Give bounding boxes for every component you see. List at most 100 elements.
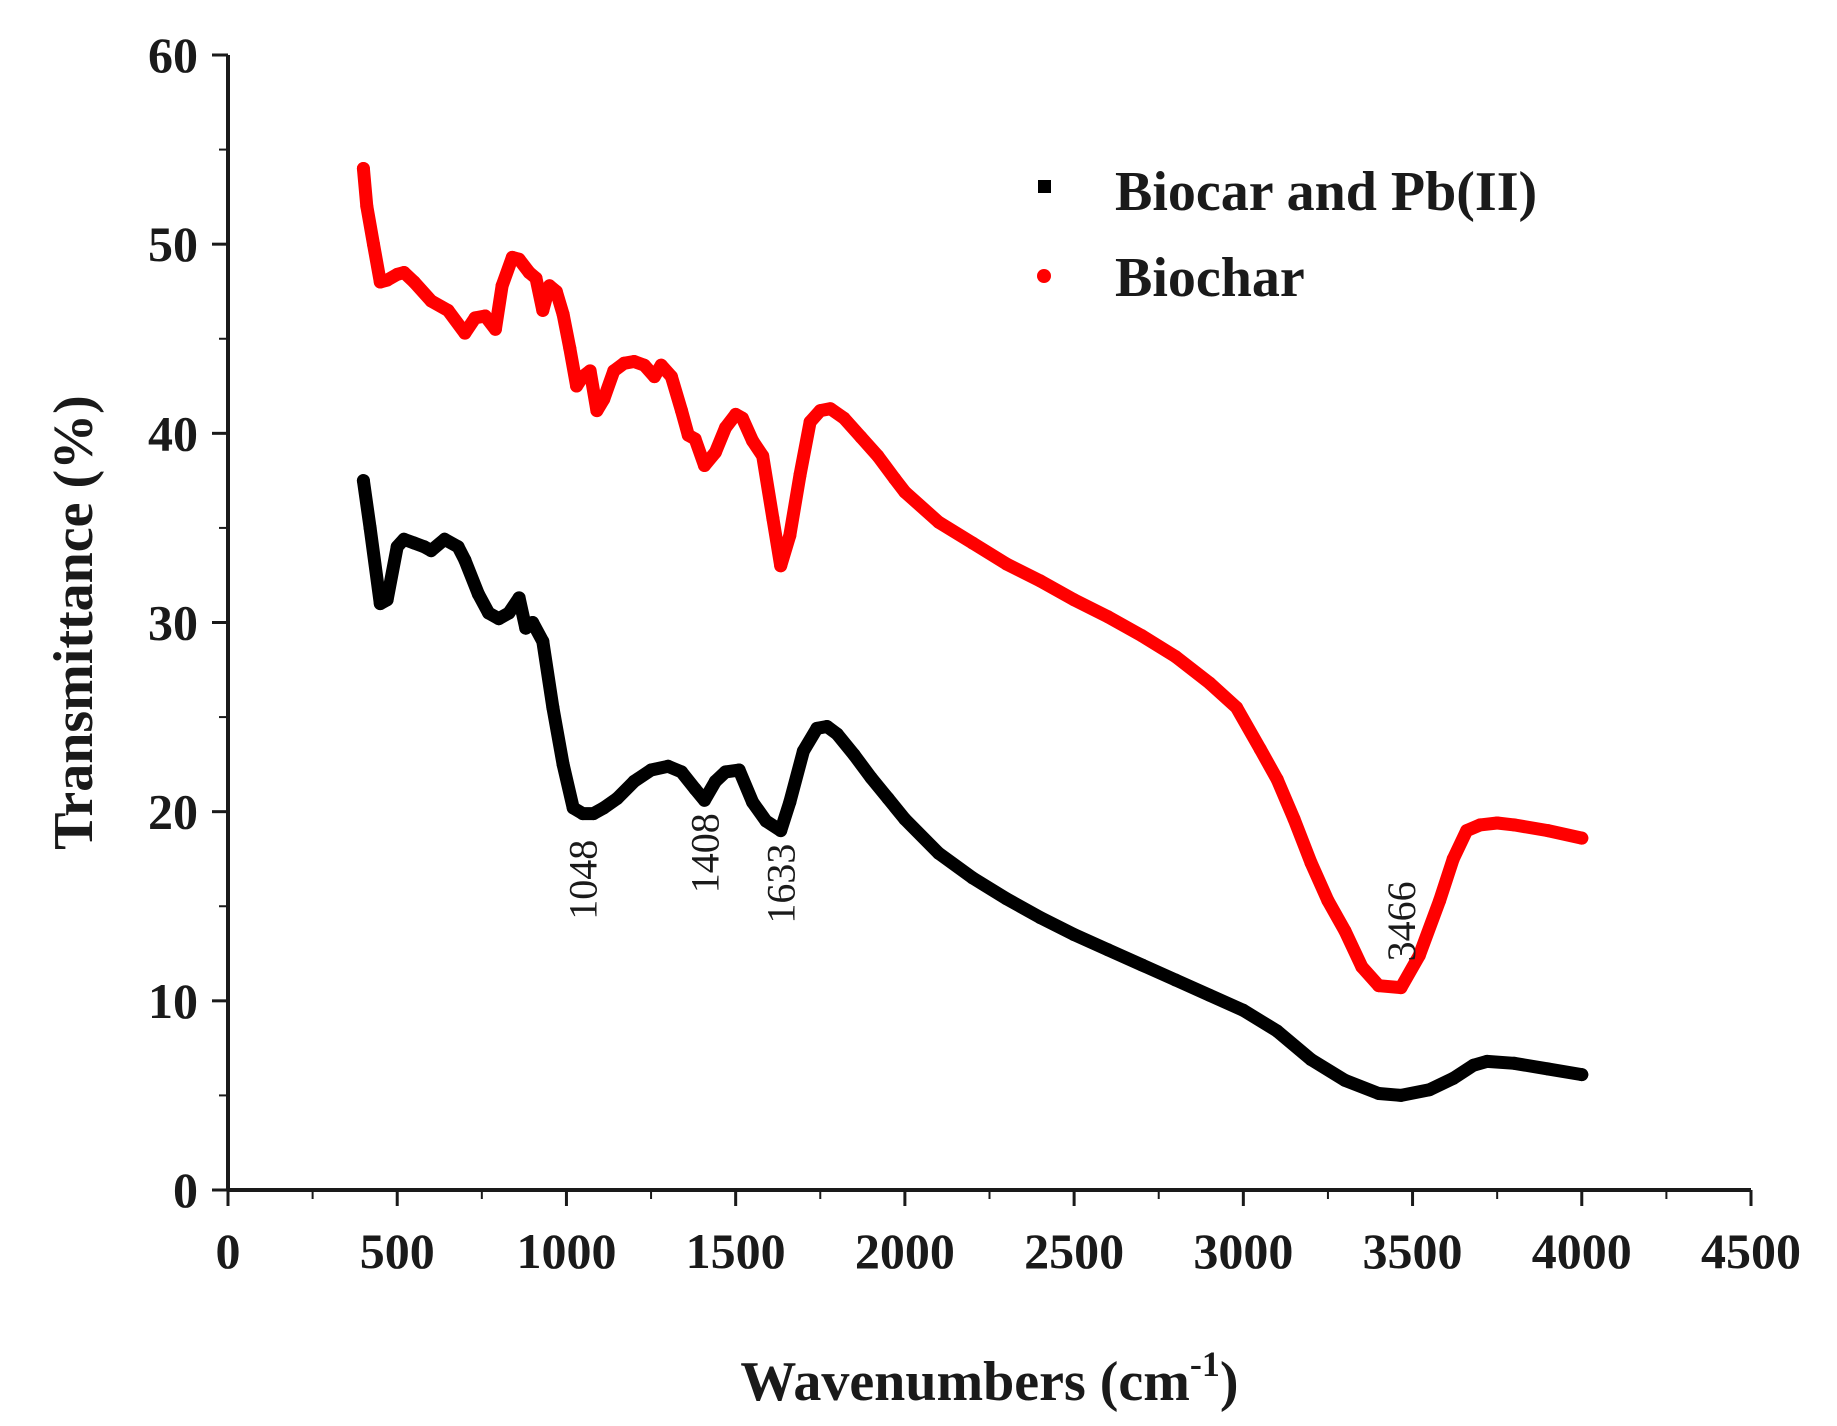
data-point — [536, 634, 550, 648]
x-tick-label: 2500 — [1024, 1223, 1124, 1279]
plot-area — [226, 55, 1751, 1192]
y-tick-label: 30 — [148, 595, 198, 651]
data-point — [1321, 894, 1335, 908]
data-point — [597, 392, 611, 406]
x-tick-label: 4500 — [1701, 1223, 1801, 1279]
data-point — [482, 606, 496, 620]
data-point — [407, 275, 421, 289]
data-point — [441, 303, 455, 317]
data-point — [1575, 1068, 1589, 1082]
data-point — [675, 404, 688, 418]
data-point — [617, 356, 631, 370]
data-point — [597, 801, 611, 815]
data-point — [1480, 1054, 1494, 1068]
data-point — [1473, 818, 1487, 832]
data-point — [932, 515, 946, 529]
data-point — [1372, 979, 1386, 993]
data-point — [688, 432, 702, 446]
data-point — [1203, 676, 1216, 690]
data-point — [1394, 1088, 1408, 1102]
data-point — [854, 430, 868, 444]
data-point — [898, 485, 912, 499]
x-tick-label: 2000 — [855, 1223, 955, 1279]
data-point — [1287, 812, 1301, 826]
data-point — [526, 616, 540, 629]
data-point — [719, 421, 732, 435]
data-point — [583, 364, 597, 378]
data-point — [1372, 1087, 1386, 1100]
data-point — [966, 871, 980, 885]
data-point — [488, 322, 502, 336]
data-point — [837, 411, 851, 425]
data-point — [999, 557, 1013, 571]
data-point — [1270, 773, 1284, 786]
data-point — [424, 294, 438, 308]
data-point — [830, 727, 844, 741]
data-point — [708, 445, 722, 459]
y-tick-label: 50 — [148, 216, 198, 272]
data-point — [1338, 924, 1352, 938]
data-point — [627, 355, 641, 368]
data-point — [438, 532, 452, 546]
data-point — [698, 793, 711, 807]
data-point — [563, 341, 577, 355]
x-tick-label: 0 — [216, 1223, 241, 1279]
data-point — [512, 252, 526, 266]
data-point — [1433, 894, 1447, 908]
data-point — [458, 553, 472, 567]
data-point — [556, 307, 570, 321]
data-point — [627, 774, 641, 788]
data-point — [478, 309, 492, 323]
data-point — [1423, 1083, 1436, 1097]
data-point — [675, 765, 688, 779]
peak-label: 3466 — [1379, 881, 1424, 961]
data-point — [549, 285, 563, 298]
data-point — [363, 521, 377, 535]
data-point — [1304, 1053, 1318, 1066]
data-point — [512, 591, 526, 605]
data-point — [536, 303, 550, 317]
x-tick-label: 4000 — [1532, 1223, 1632, 1279]
peak-annotations: 1048 1408 1633 3466 — [561, 813, 1424, 961]
data-point — [546, 701, 560, 715]
data-point — [966, 536, 980, 550]
data-point — [881, 791, 895, 805]
x-tick-label: 1000 — [516, 1223, 616, 1279]
data-point — [1230, 701, 1244, 715]
legend-marker-biochar — [1037, 269, 1051, 283]
data-point — [502, 606, 516, 620]
data-point — [566, 801, 580, 815]
data-point — [471, 587, 485, 601]
data-point — [1412, 948, 1426, 962]
y-tick-label: 10 — [148, 973, 198, 1029]
data-point — [607, 364, 621, 378]
legend-label-biocar-pb: Biocar and Pb(II) — [1115, 161, 1537, 223]
y-tick-label: 60 — [148, 27, 198, 83]
data-point — [735, 411, 749, 425]
data-point — [1033, 574, 1047, 588]
data-point — [932, 846, 946, 860]
data-point — [746, 434, 760, 448]
data-point — [1541, 1062, 1555, 1076]
data-point — [637, 358, 651, 372]
peak-label: 1048 — [561, 840, 606, 920]
data-point — [610, 791, 624, 805]
data-point — [1067, 928, 1081, 942]
x-axis-ticks: 0 500 1000 1500 2000 2500 3000 3500 4000 4500 — [216, 1190, 1801, 1279]
data-point — [1203, 988, 1216, 1002]
y-tick-label: 40 — [148, 405, 198, 461]
data-point — [864, 771, 878, 785]
data-point — [688, 782, 702, 796]
x-tick-label: 500 — [360, 1223, 435, 1279]
data-point — [661, 759, 675, 773]
data-point — [1460, 824, 1474, 838]
x-axis-title: Wavenumbers (cm-1) — [740, 1344, 1238, 1413]
data-point — [356, 162, 370, 175]
data-point — [803, 415, 817, 429]
data-point — [1101, 610, 1115, 624]
legend: Biocar and Pb(II) Biochar — [1037, 161, 1537, 309]
data-point — [708, 774, 722, 788]
data-point — [495, 279, 509, 293]
data-point — [590, 404, 604, 418]
